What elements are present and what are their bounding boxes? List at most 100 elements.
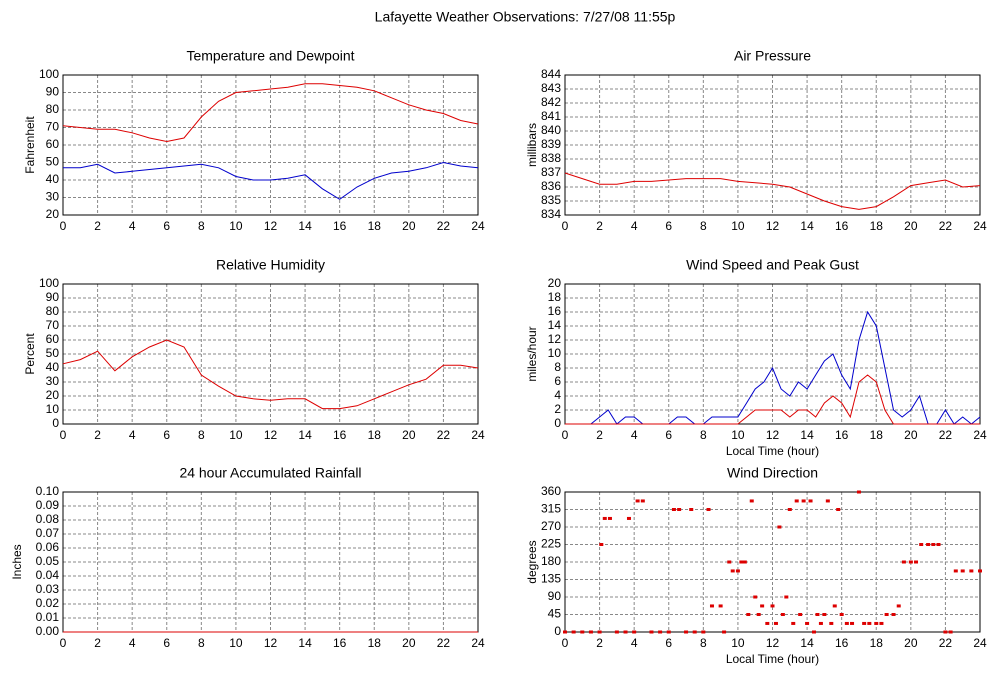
y-tick-label: 90 [46,290,60,304]
x-tick-label: 2 [94,219,101,233]
data-point [926,543,931,546]
data-point [635,499,640,503]
x-tick-label: 14 [298,428,312,442]
data-point [760,604,765,608]
data-line [62,83,479,143]
y-tick-label: 60 [46,137,60,151]
y-tick-label: 838 [541,151,561,165]
data-point [808,499,813,503]
x-tick-label: 0 [60,636,67,650]
x-tick-label: 20 [904,428,918,442]
y-axis-label: Percent [23,333,37,375]
data-point [969,569,974,573]
y-tick-label: 315 [541,502,561,516]
y-tick-label: 840 [541,123,561,137]
data-point [908,560,913,564]
x-tick-label: 0 [562,428,569,442]
data-point [571,630,576,634]
x-tick-label: 0 [60,219,67,233]
data-point [829,621,834,625]
x-tick-label: 2 [596,428,603,442]
x-tick-label: 0 [60,428,67,442]
x-tick-label: 10 [731,636,745,650]
data-point [901,560,906,564]
data-point [794,499,799,503]
data-point [791,621,796,625]
y-tick-label: 0.09 [36,498,60,512]
y-tick-label: 70 [46,318,60,332]
y-tick-label: 18 [548,290,562,304]
x-tick-label: 24 [973,636,987,650]
x-tick-label: 4 [129,428,136,442]
plot-frame [564,283,981,425]
x-tick-label: 12 [766,636,780,650]
data-point [602,516,607,520]
data-point [862,621,867,625]
data-point [701,630,706,634]
data-point [730,569,735,573]
x-tick-label: 8 [198,428,205,442]
data-point [753,595,758,599]
data-point [746,613,751,616]
data-point [879,621,884,625]
y-tick-label: 835 [541,193,561,207]
x-tick-label: 6 [665,219,672,233]
data-point [666,630,671,634]
y-tick-label: 80 [46,304,60,318]
y-tick-label: 50 [46,346,60,360]
x-tick-label: 4 [129,219,136,233]
data-point [784,595,789,599]
data-point [563,630,567,634]
data-line [565,374,980,425]
y-tick-label: 100 [39,67,59,81]
y-tick-label: 0.04 [36,568,60,582]
data-point [632,630,637,634]
y-tick-label: 2 [554,402,561,416]
y-tick-label: 0.00 [36,624,60,638]
y-tick-label: 12 [548,332,562,346]
x-tick-label: 22 [437,428,451,442]
plot-frame [62,283,479,425]
x-tick-label: 18 [870,428,884,442]
x-tick-label: 10 [229,636,243,650]
data-point [801,499,806,503]
x-tick-label: 18 [368,219,382,233]
data-point [749,499,754,503]
y-tick-label: 20 [548,276,562,290]
x-axis-label: Local Time (hour) [726,444,819,458]
x-tick-label: 18 [870,219,884,233]
y-tick-label: 90 [46,85,60,99]
x-tick-label: 2 [596,219,603,233]
y-axis-label: Fahrenheit [23,116,37,174]
plot-frame [564,491,981,633]
y-tick-label: 360 [541,484,561,498]
data-point [798,613,803,616]
x-tick-label: 12 [264,219,278,233]
x-tick-label: 2 [94,636,101,650]
y-tick-label: 70 [46,120,60,134]
chart-title: 24 hour Accumulated Rainfall [179,465,361,481]
x-tick-label: 4 [631,636,638,650]
data-point [787,508,792,511]
x-tick-label: 20 [402,219,416,233]
x-tick-label: 6 [665,428,672,442]
y-tick-label: 6 [554,374,561,388]
data-point [832,604,837,608]
y-tick-label: 0.06 [36,540,60,554]
y-axis-label: degrees [525,540,539,583]
x-tick-label: 2 [596,636,603,650]
y-tick-label: 16 [548,304,562,318]
y-tick-label: 0 [554,624,561,638]
data-point [727,560,732,564]
x-tick-label: 12 [264,636,278,650]
y-tick-label: 135 [541,572,561,586]
y-axis-label: miles/hour [525,326,539,381]
y-tick-label: 0.03 [36,582,60,596]
x-tick-label: 8 [198,636,205,650]
data-point [684,630,689,634]
y-tick-label: 839 [541,137,561,151]
y-tick-label: 10 [46,402,60,416]
chart-title: Wind Speed and Peak Gust [686,257,859,273]
x-tick-label: 14 [298,636,312,650]
data-point [773,621,778,625]
